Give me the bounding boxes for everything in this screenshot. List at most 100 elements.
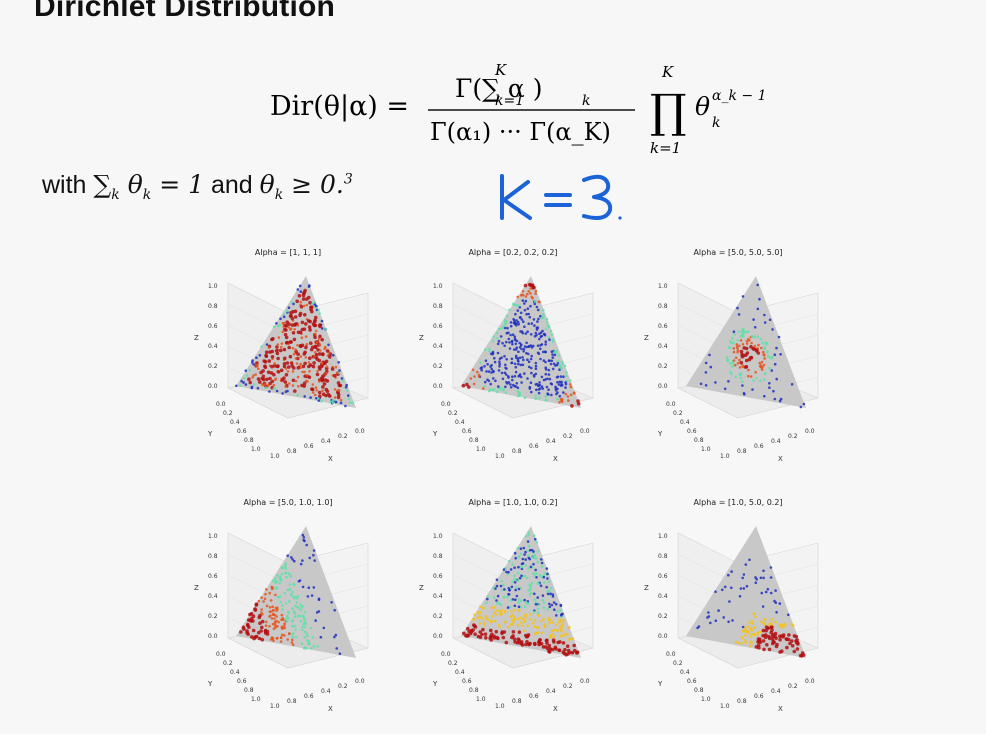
sample-point	[473, 625, 478, 629]
sample-point	[739, 349, 744, 354]
sample-point	[517, 304, 520, 307]
sample-point	[270, 355, 275, 359]
sample-point	[492, 377, 495, 380]
sample-point	[278, 581, 281, 585]
sample-point	[301, 585, 305, 589]
sample-point	[727, 573, 730, 577]
sample-point	[517, 565, 520, 569]
sample-point	[344, 386, 348, 389]
sample-point	[313, 318, 317, 323]
sample-point	[767, 634, 771, 639]
panel-3: Alpha = [5.0, 5.0, 5.0] 1.0 0.8 0.6 0.4 0.2 0…	[638, 248, 853, 473]
sample-point	[301, 291, 306, 296]
sample-point	[498, 357, 502, 361]
panel-5: Alpha = [1.0, 1.0, 0.2] 1.0 0.8 0.6 0.4 0.2 0…	[413, 498, 628, 723]
sample-point	[560, 380, 563, 384]
sample-point	[306, 595, 310, 598]
sample-point	[551, 353, 554, 356]
sample-point	[516, 320, 520, 324]
sample-point	[524, 642, 528, 647]
sample-point	[569, 393, 573, 397]
x-tick: 0.8	[512, 448, 522, 455]
sample-point	[564, 652, 568, 657]
sample-point	[291, 384, 295, 387]
sample-point	[477, 375, 481, 378]
sample-point	[301, 533, 305, 537]
sample-point	[554, 623, 558, 626]
x-tick: 1.0	[495, 453, 505, 460]
sample-point	[539, 357, 542, 361]
sample-point	[550, 359, 554, 363]
sample-point	[741, 625, 745, 629]
sample-point	[516, 295, 520, 299]
sample-point	[514, 385, 518, 388]
sample-point	[696, 626, 699, 630]
y-tick: 1.0	[701, 696, 711, 703]
sample-point	[268, 615, 271, 618]
sample-point	[260, 608, 263, 611]
x-tick: 0.4	[546, 688, 556, 695]
sample-point	[569, 637, 572, 641]
sample-point	[770, 357, 773, 360]
sample-point	[297, 580, 301, 583]
sample-point	[565, 644, 570, 648]
sample-point	[790, 644, 795, 648]
sample-point	[272, 383, 276, 387]
sample-point	[536, 320, 539, 323]
sample-point	[300, 336, 304, 339]
sample-point	[762, 350, 765, 354]
sample-point	[280, 618, 283, 622]
sample-point	[254, 602, 259, 606]
sample-point	[499, 584, 503, 588]
sample-point	[774, 601, 778, 604]
sample-point	[489, 382, 492, 386]
sample-point	[731, 336, 734, 340]
z-tick: 0.4	[208, 343, 218, 350]
sample-point	[511, 634, 515, 638]
sample-point	[490, 619, 493, 623]
sample-point	[763, 635, 768, 639]
sample-point	[301, 370, 304, 374]
x-tick: 0.0	[355, 678, 365, 685]
sample-point	[293, 315, 298, 319]
sample-point	[519, 547, 523, 550]
sample-point	[518, 576, 522, 580]
z-tick: 0.4	[658, 593, 668, 600]
sample-point	[760, 360, 764, 364]
sample-point	[533, 302, 537, 306]
sample-point	[274, 593, 277, 597]
sample-point	[723, 585, 727, 589]
sample-point	[333, 608, 336, 612]
sample-point	[299, 355, 303, 358]
sample-point	[321, 385, 325, 389]
sample-point	[533, 632, 537, 636]
sample-point	[560, 630, 563, 633]
sample-point	[530, 581, 534, 585]
sample-points	[461, 282, 581, 408]
sample-point	[547, 388, 550, 391]
sample-point	[330, 601, 333, 604]
sample-point	[325, 371, 328, 375]
sample-point	[264, 350, 269, 354]
sample-point	[762, 647, 766, 652]
sample-point	[543, 624, 547, 628]
sample-point	[509, 615, 513, 618]
sample-point	[503, 344, 506, 348]
sample-point	[255, 361, 259, 365]
sample-point	[268, 390, 271, 393]
y-axis-label: Y	[657, 680, 663, 688]
formula-numerator: Γ(∑ α )	[455, 74, 542, 103]
sample-point	[345, 383, 348, 387]
sample-point	[525, 534, 528, 538]
z-tick: 1.0	[208, 533, 218, 540]
sample-point	[503, 371, 507, 375]
sample-point	[313, 303, 317, 306]
sample-point	[543, 333, 547, 337]
sample-point	[519, 311, 523, 315]
z-tick: 0.6	[208, 323, 218, 330]
sample-point	[288, 340, 293, 344]
z-tick: 0.0	[433, 383, 443, 390]
x-tick: 0.6	[754, 443, 764, 450]
sample-point	[527, 533, 531, 537]
sample-point	[560, 625, 563, 628]
